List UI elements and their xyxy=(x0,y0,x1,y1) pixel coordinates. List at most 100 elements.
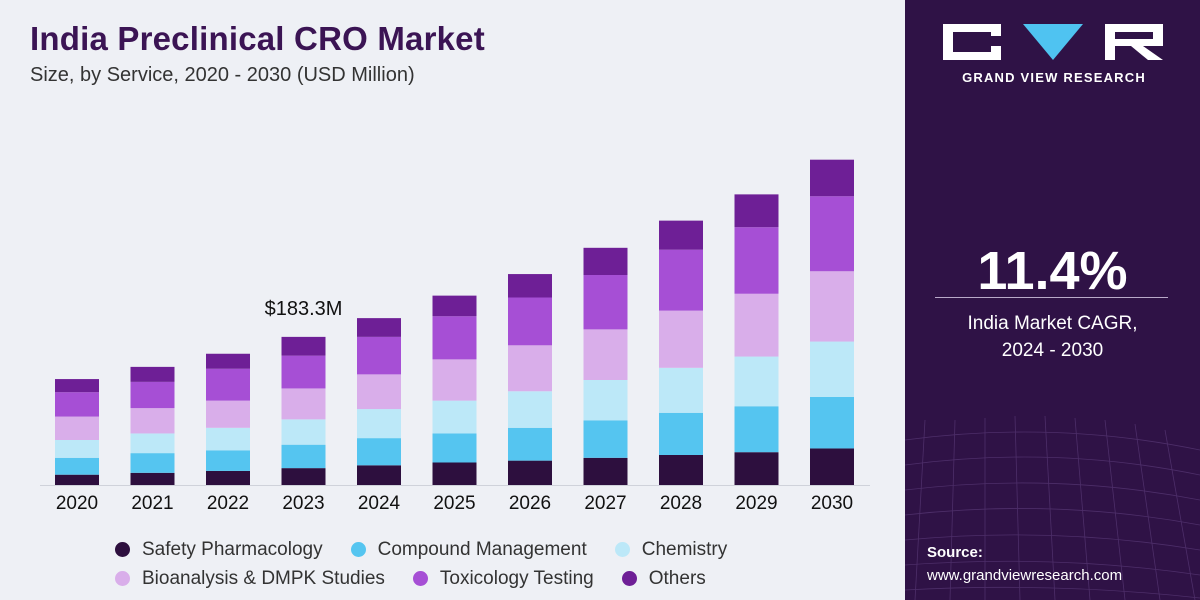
bar-segment-toxicology-testing-2020 xyxy=(55,392,99,417)
bar-segment-toxicology-testing-2022 xyxy=(206,368,250,401)
legend-item: Safety Pharmacology xyxy=(115,539,323,561)
x-tick-label: 2025 xyxy=(433,493,475,514)
bar-segment-safety-pharmacology-2021 xyxy=(130,472,175,485)
bar-segment-others-2023 xyxy=(281,336,326,356)
bar-segment-toxicology-testing-2021 xyxy=(130,381,175,409)
source-label: Source: xyxy=(927,544,983,561)
cagr-value: 11.4% xyxy=(977,241,1128,301)
bar-segment-toxicology-testing-2025 xyxy=(432,316,477,360)
bar-segment-chemistry-2028 xyxy=(659,367,703,413)
x-tick-label: 2023 xyxy=(282,493,324,514)
bar-segment-others-2030 xyxy=(810,159,854,197)
bar-segment-safety-pharmacology-2029 xyxy=(734,452,779,485)
bar-segment-safety-pharmacology-2026 xyxy=(508,460,552,485)
bar-segment-compound-management-2026 xyxy=(508,427,552,461)
bar-segment-toxicology-testing-2029 xyxy=(734,227,779,294)
bar-segment-toxicology-testing-2028 xyxy=(659,249,703,311)
bar-segment-safety-pharmacology-2022 xyxy=(206,470,250,485)
stacked-bar-chart: 2020 2021 2022 2023 $183.3M 2024 2025 2026 2027 2… xyxy=(40,159,870,514)
legend-swatch xyxy=(621,571,637,586)
legend-label: Safety Pharmacology xyxy=(142,538,323,560)
bar-segment-toxicology-testing-2024 xyxy=(357,336,401,375)
bar-segment-others-2026 xyxy=(508,274,552,298)
bar-segment-safety-pharmacology-2028 xyxy=(659,455,703,485)
bar-segment-chemistry-2027 xyxy=(583,380,628,421)
bar-segment-bioanalysis-dmpk-studies-2021 xyxy=(130,408,175,434)
legend-label: Chemistry xyxy=(641,538,728,560)
bar-segment-others-2028 xyxy=(659,220,703,250)
bar-segment-toxicology-testing-2027 xyxy=(583,275,628,330)
x-tick-label: 2024 xyxy=(358,493,401,514)
bar-segment-compound-management-2024 xyxy=(357,438,401,466)
grand-view-research-logo xyxy=(943,24,1163,60)
bar-segment-others-2027 xyxy=(583,247,628,275)
bar-segment-chemistry-2029 xyxy=(734,356,779,407)
chart-title: India Preclinical CRO Market xyxy=(30,20,485,57)
bar-segment-bioanalysis-dmpk-studies-2028 xyxy=(659,310,703,368)
x-tick-label: 2030 xyxy=(811,493,853,514)
cagr-label-line1: India Market CAGR, xyxy=(967,313,1138,334)
bar-segment-bioanalysis-dmpk-studies-2026 xyxy=(508,345,552,392)
x-tick-label: 2020 xyxy=(56,493,98,514)
bar-segment-compound-management-2027 xyxy=(583,420,628,458)
legend-item: Chemistry xyxy=(614,538,728,561)
bar-segment-safety-pharmacology-2024 xyxy=(357,465,401,485)
bar-segment-bioanalysis-dmpk-studies-2029 xyxy=(734,293,779,357)
bar-segment-chemistry-2026 xyxy=(508,391,552,428)
bar-segment-chemistry-2030 xyxy=(810,341,854,397)
bar-segment-chemistry-2025 xyxy=(432,400,477,434)
bar-segment-toxicology-testing-2026 xyxy=(508,297,552,346)
legend-label: Compound Management xyxy=(377,538,587,560)
bar-segment-chemistry-2023 xyxy=(281,419,326,445)
divider xyxy=(935,297,1168,298)
bar-segment-compound-management-2022 xyxy=(206,450,250,471)
bar-segment-safety-pharmacology-2027 xyxy=(583,457,628,485)
legend-item: Compound Management xyxy=(350,538,587,561)
x-tick-label: 2027 xyxy=(584,493,626,514)
x-tick-label: 2021 xyxy=(131,493,173,514)
legend-item: Toxicology Testing xyxy=(412,567,594,590)
bar-segment-bioanalysis-dmpk-studies-2025 xyxy=(432,359,477,401)
brand-name: GRAND VIEW RESEARCH xyxy=(962,70,1146,85)
legend-item: Others xyxy=(621,567,706,590)
bar-segment-chemistry-2020 xyxy=(55,440,99,458)
bar-segment-bioanalysis-dmpk-studies-2027 xyxy=(583,329,628,380)
legend-label: Others xyxy=(648,567,706,589)
chart-legend: Safety Pharmacology Compound Management … xyxy=(115,535,815,593)
bar-segment-compound-management-2021 xyxy=(130,453,175,473)
bar-segment-compound-management-2025 xyxy=(432,433,477,463)
grid-background-graphic xyxy=(905,415,1200,600)
legend-row-1: Safety Pharmacology Compound Management … xyxy=(115,535,815,564)
bar-segment-toxicology-testing-2023 xyxy=(281,355,326,389)
bar-segment-others-2020 xyxy=(55,379,99,393)
data-label: $183.3M xyxy=(265,298,343,320)
legend-swatch xyxy=(350,542,366,557)
bar-segment-bioanalysis-dmpk-studies-2020 xyxy=(55,416,99,440)
bar-segment-safety-pharmacology-2020 xyxy=(55,474,99,485)
legend-label: Toxicology Testing xyxy=(439,567,594,589)
bar-segment-others-2029 xyxy=(734,194,779,228)
legend-swatch xyxy=(115,571,130,586)
bar-segment-safety-pharmacology-2025 xyxy=(432,462,477,485)
x-tick-label: 2022 xyxy=(207,493,249,514)
source-link[interactable]: www.grandviewresearch.com xyxy=(927,567,1123,584)
bar-segment-bioanalysis-dmpk-studies-2022 xyxy=(206,400,250,428)
bar-segment-bioanalysis-dmpk-studies-2024 xyxy=(357,374,401,410)
x-tick-label: 2029 xyxy=(735,493,777,514)
bar-segment-safety-pharmacology-2023 xyxy=(281,468,326,485)
bar-segment-chemistry-2021 xyxy=(130,433,175,454)
bar-segment-chemistry-2022 xyxy=(206,427,250,451)
legend-swatch xyxy=(614,542,630,557)
chart-subtitle: Size, by Service, 2020 - 2030 (USD Milli… xyxy=(30,64,415,86)
bar-segment-safety-pharmacology-2030 xyxy=(810,448,854,485)
bar-segment-bioanalysis-dmpk-studies-2023 xyxy=(281,388,326,420)
cagr-label-line2: 2024 - 2030 xyxy=(1001,340,1104,361)
legend-row-2: Bioanalysis & DMPK Studies Toxicology Te… xyxy=(115,564,815,593)
bar-segment-compound-management-2029 xyxy=(734,406,779,453)
bar-segment-compound-management-2023 xyxy=(281,444,326,469)
legend-item: Bioanalysis & DMPK Studies xyxy=(115,568,385,590)
cagr-label: India Market CAGR, 2024 - 2030 xyxy=(905,310,1200,364)
bar-segment-others-2024 xyxy=(357,318,401,337)
bar-segment-others-2022 xyxy=(206,353,250,369)
legend-swatch xyxy=(412,571,428,586)
